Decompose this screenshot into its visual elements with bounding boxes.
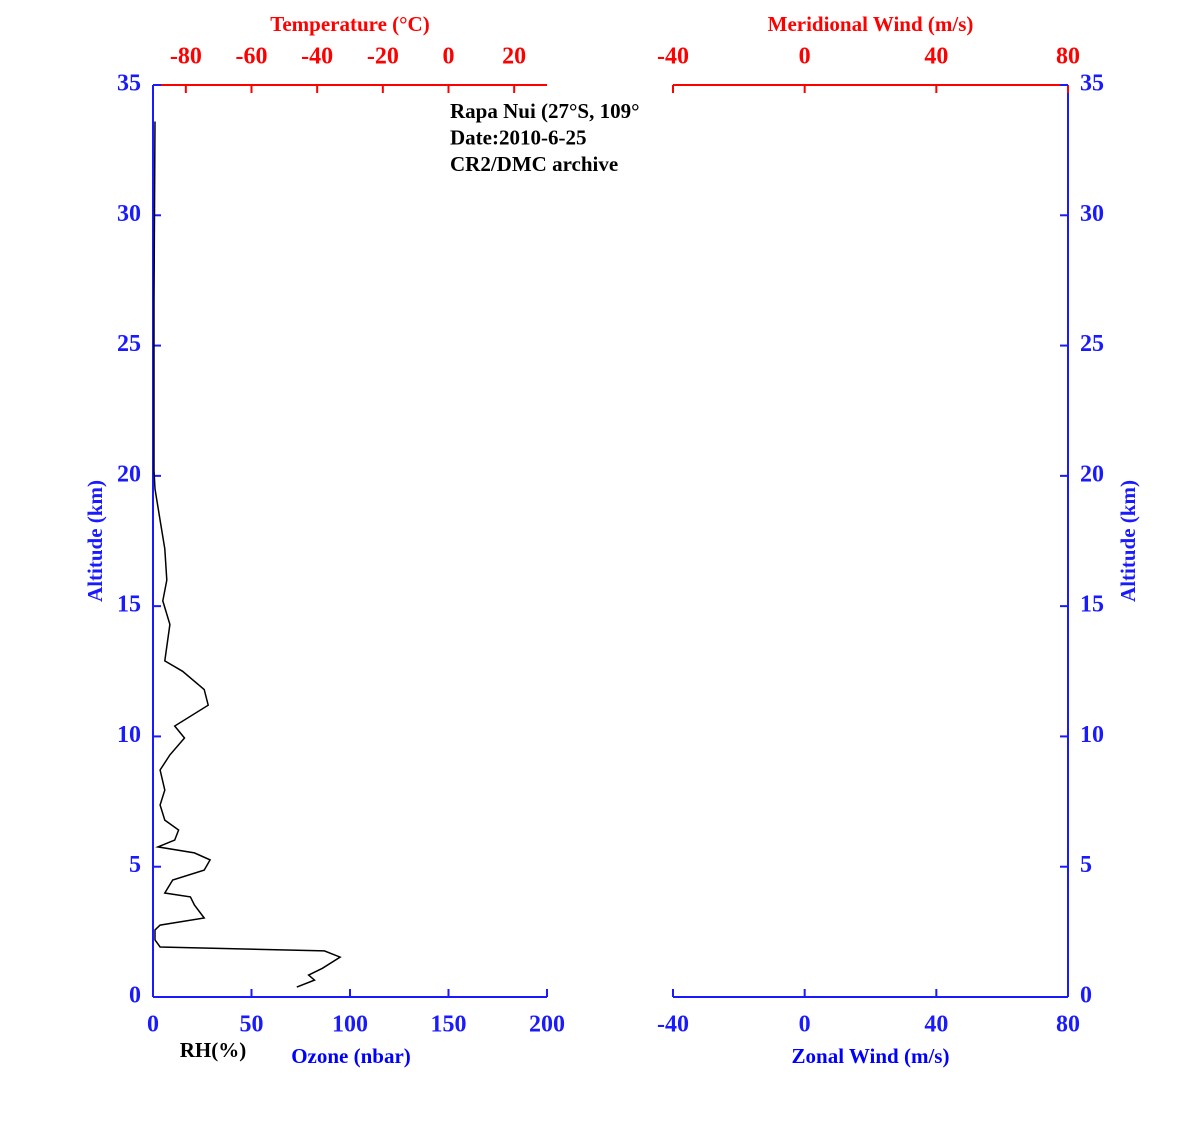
y-tick-label: 10 [117, 722, 141, 748]
x2-tick-label: -60 [236, 44, 268, 70]
y-tick-label: 30 [1080, 201, 1104, 227]
annotation: Date:2010-6-25 [450, 125, 586, 149]
y-tick-label: 35 [1080, 71, 1104, 97]
x-tick-label: 200 [529, 1012, 565, 1038]
y-tick-label: 25 [117, 331, 141, 357]
x2-tick-label: 20 [502, 44, 526, 70]
x-tick-label: -40 [657, 1012, 689, 1038]
x2-tick-label: 80 [1056, 44, 1080, 70]
annotation: CR2/DMC archive [450, 152, 618, 176]
x2-tick-label: -80 [170, 44, 202, 70]
y-tick-label: 10 [1080, 722, 1104, 748]
x2-tick-label: -20 [367, 44, 399, 70]
rh-line [153, 121, 342, 988]
x-tick-label: 150 [431, 1012, 467, 1038]
x2-tick-label: -40 [657, 44, 689, 70]
y-tick-label: 0 [1080, 983, 1092, 1009]
x-axis-label: Ozone (nbar) [291, 1044, 411, 1068]
x-axis-label: RH(%) [180, 1038, 247, 1062]
x-tick-label: 50 [240, 1012, 264, 1038]
x-tick-label: 0 [799, 1012, 811, 1038]
y-tick-label: 15 [117, 592, 141, 618]
y-tick-label: 15 [1080, 592, 1104, 618]
x2-axis-label: Meridional Wind (m/s) [768, 12, 974, 36]
y-tick-label: 20 [117, 461, 141, 487]
x2-axis-label: Temperature (°C) [270, 12, 429, 36]
y-tick-label: 20 [1080, 461, 1104, 487]
y-tick-label: 30 [117, 201, 141, 227]
x-tick-label: 40 [924, 1012, 948, 1038]
x-axis-label: Zonal Wind (m/s) [792, 1044, 950, 1068]
y-tick-label: 25 [1080, 331, 1104, 357]
x2-tick-label: 40 [924, 44, 948, 70]
x-tick-label: 0 [147, 1012, 159, 1038]
y-tick-label: 35 [117, 71, 141, 97]
annotation: Rapa Nui (27°S, 109° [450, 99, 640, 123]
x-tick-label: 100 [332, 1012, 368, 1038]
x2-tick-label: -40 [301, 44, 333, 70]
x-tick-label: 80 [1056, 1012, 1080, 1038]
y-tick-label: 5 [129, 852, 141, 878]
y-axis-label: Altitude (km) [1116, 480, 1140, 602]
x2-tick-label: 0 [799, 44, 811, 70]
y-tick-label: 0 [129, 983, 141, 1009]
y-tick-label: 5 [1080, 852, 1092, 878]
x2-tick-label: 0 [443, 44, 455, 70]
y-axis-label: Altitude (km) [83, 480, 107, 602]
